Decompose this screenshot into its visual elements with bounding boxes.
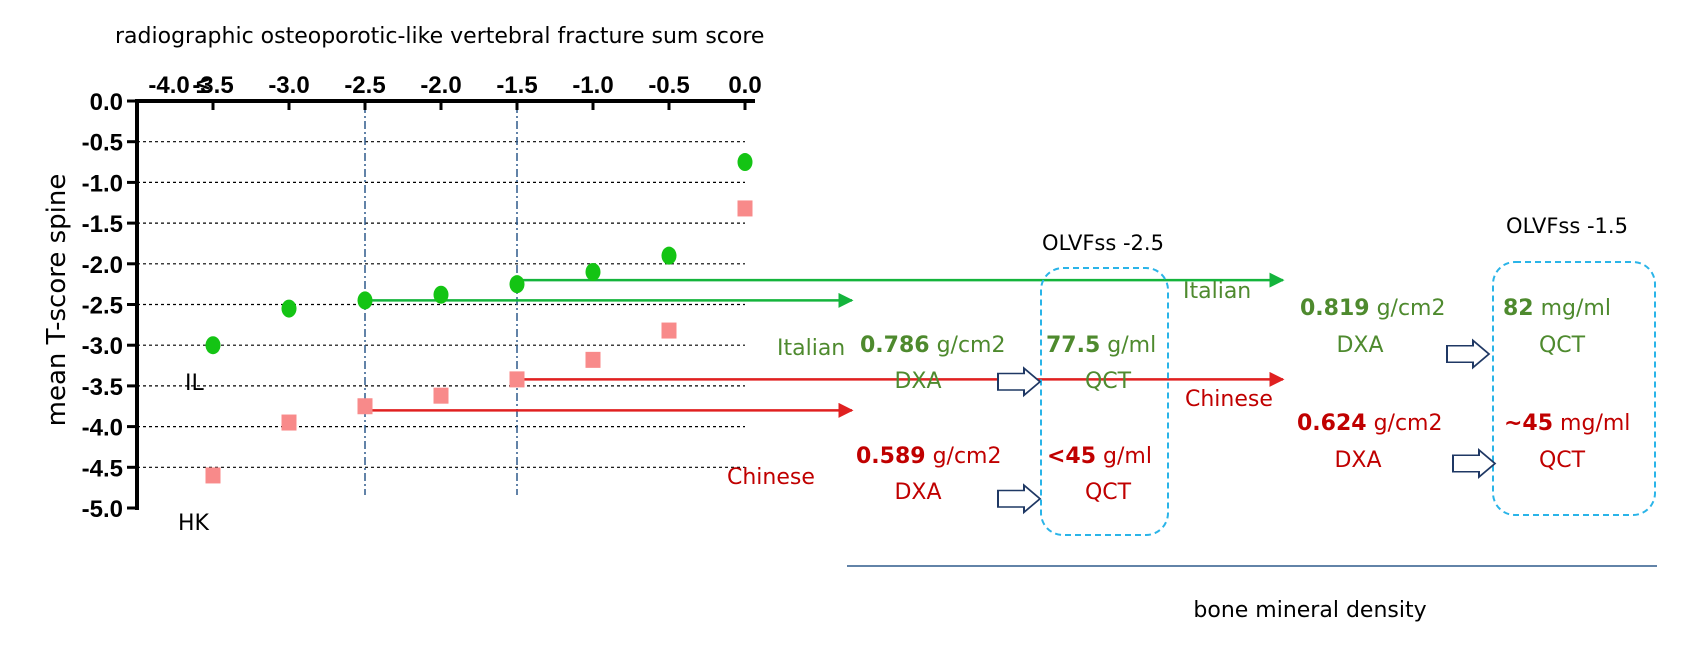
y-tick-label: -3.0 [82, 333, 123, 360]
x-tick-label: -0.5 [648, 72, 689, 99]
x-tick-label: -1.0 [572, 72, 613, 99]
x-tick-label: -2.5 [344, 72, 385, 99]
chinese-15-qct-value: ~45 mg/ml [1504, 411, 1630, 436]
italian-15-dxa-value: 0.819 g/cm2 [1300, 296, 1446, 321]
grid [137, 141, 745, 468]
arrows [365, 272, 1285, 418]
x-tick-label: -3.0 [268, 72, 309, 99]
data-point-il [737, 153, 753, 172]
data-point-il [585, 262, 601, 281]
y-tick-label: -1.5 [82, 211, 123, 238]
arrow-label-chinese-25: Chinese [727, 465, 815, 490]
italian-25-dxa-value: 0.786 g/cm2 [860, 333, 1006, 358]
footer-label: bone mineral density [1193, 598, 1426, 623]
series-label-il: IL [185, 371, 204, 396]
data-point-hk [737, 200, 753, 217]
italian-25-qct-label: QCT [1085, 369, 1132, 394]
y-tick-label: -4.5 [82, 455, 123, 482]
arrow-label-italian-25: Italian [777, 336, 845, 361]
data-point-il [281, 299, 297, 318]
data-point-il [357, 291, 373, 310]
x-tick-label: -1.5 [496, 72, 537, 99]
x-tick-label: -3.5 [192, 72, 233, 99]
y-tick-label: -5.0 [82, 496, 123, 523]
olvfss-25-box [1040, 267, 1169, 536]
data-point-hk [281, 414, 297, 431]
data-point-hk [661, 322, 677, 339]
italian-15-qct-label: QCT [1539, 333, 1586, 358]
dxa-to-qct-arrow-italian-15 [1446, 338, 1491, 370]
dxa-to-qct-arrow-chinese-15 [1452, 448, 1497, 479]
data-points [205, 153, 753, 484]
data-point-hk [433, 387, 449, 404]
olvfss-25-title: OLVFss -2.5 [1042, 231, 1164, 255]
chinese-25-qct-label: QCT [1085, 480, 1132, 505]
chinese-15-dxa-value: 0.624 g/cm2 [1297, 411, 1443, 436]
dxa-to-qct-arrow-chinese-25 [997, 483, 1042, 515]
y-tick-label: -1.0 [82, 170, 123, 197]
dxa-to-qct-arrow-italian-25 [997, 366, 1042, 398]
series-label-hk: HK [178, 511, 210, 536]
chinese-15-dxa-label: DXA [1334, 448, 1381, 473]
chinese-25-dxa-value: 0.589 g/cm2 [856, 444, 1002, 469]
arrow-label-chinese-15: Chinese [1185, 387, 1273, 412]
data-point-il [661, 246, 677, 265]
chart-title: radiographic osteoporotic-like vertebral… [115, 24, 764, 49]
data-point-il [205, 336, 221, 355]
data-point-il [433, 285, 449, 304]
axes: -4.0 ≤-3.5 -3.0 -2.5 -2.0 -1.5 -1.0 -0.5 0.00.0… [82, 72, 762, 523]
olvfss-15-box [1492, 261, 1656, 516]
x-tick-label: 0.0 [728, 72, 761, 99]
y-tick-label: -2.0 [82, 252, 123, 279]
y-tick-label: -2.5 [82, 293, 123, 320]
chinese-25-qct-value: <45 g/ml [1047, 444, 1152, 469]
olvfss-15-title: OLVFss -1.5 [1506, 214, 1628, 238]
data-point-hk [205, 467, 221, 484]
chinese-15-qct-label: QCT [1539, 448, 1586, 473]
italian-15-dxa-label: DXA [1336, 333, 1383, 358]
x-tick-label: -2.0 [420, 72, 461, 99]
y-tick-label: -3.5 [82, 374, 123, 401]
arrow-label-italian-15: Italian [1183, 279, 1251, 304]
data-point-hk [585, 351, 601, 368]
chinese-25-dxa-label: DXA [894, 480, 941, 505]
italian-25-dxa-label: DXA [894, 369, 941, 394]
data-point-hk [509, 371, 525, 388]
y-tick-label: 0.0 [90, 89, 123, 116]
y-axis-label: mean T-score spine [42, 174, 72, 427]
italian-15-qct-value: 82 mg/ml [1503, 296, 1611, 321]
data-point-hk [357, 398, 373, 415]
data-point-il [509, 275, 525, 294]
x-tick-label: -4.0 ≤ [148, 72, 209, 99]
y-tick-label: -4.0 [82, 415, 123, 442]
italian-25-qct-value: 77.5 g/ml [1046, 333, 1156, 358]
y-tick-label: -0.5 [82, 130, 123, 157]
